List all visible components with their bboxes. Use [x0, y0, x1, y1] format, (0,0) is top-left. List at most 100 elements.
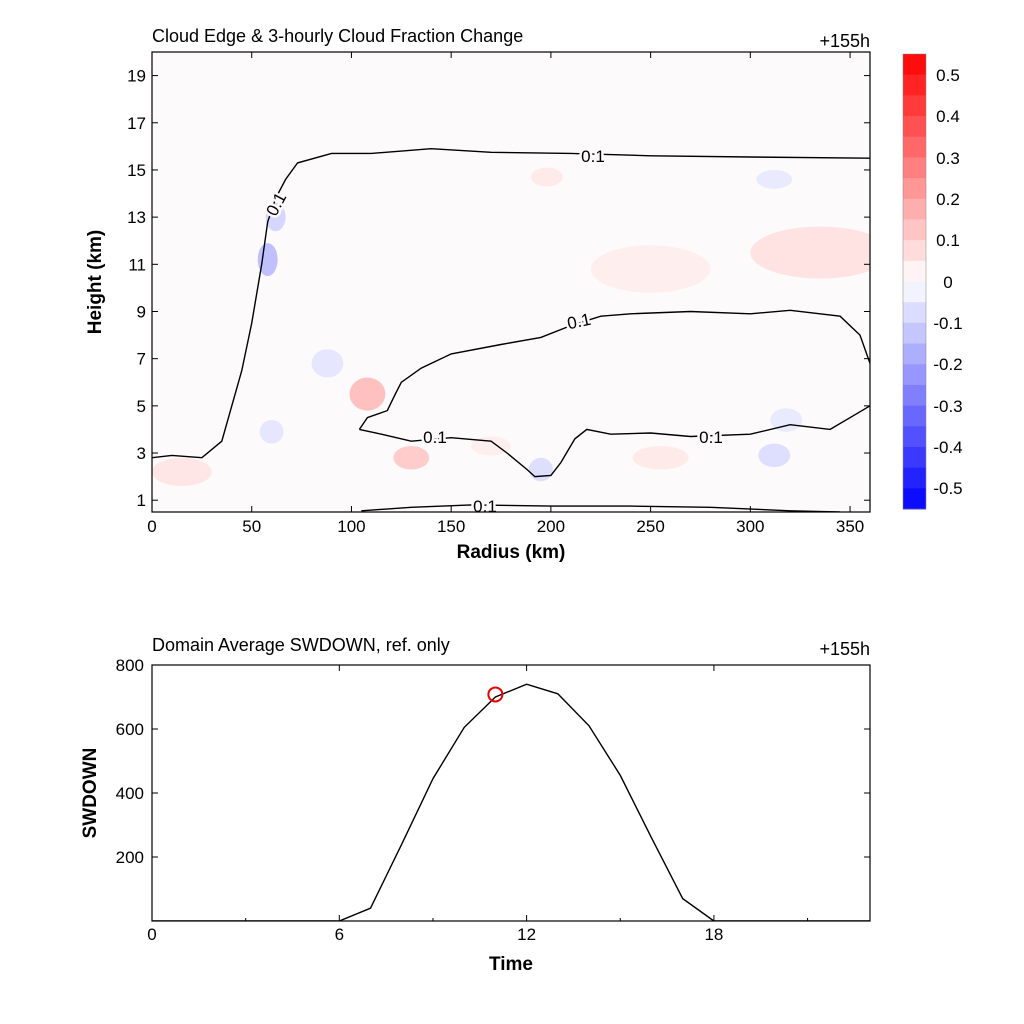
- cloud-change-patch: [311, 349, 344, 378]
- colorbar-segment: [903, 302, 926, 324]
- contour-line: [152, 147, 870, 459]
- bottom-x-axis-label: Time: [489, 954, 533, 975]
- colorbar-segment: [903, 95, 926, 117]
- colorbar-segment: [903, 343, 926, 365]
- cloud-change-patch: [758, 443, 791, 468]
- cloud-change-patch: [471, 436, 511, 456]
- colorbar-segment: [903, 405, 926, 427]
- colorbar-tick-label: 0.1: [936, 231, 960, 250]
- colorbar-tick-label: 0.4: [936, 107, 960, 126]
- x-tick-label: 50: [242, 517, 261, 536]
- y-tick-label: 200: [116, 848, 144, 867]
- cloud-change-patch: [257, 243, 278, 277]
- y-tick-label: 11: [128, 255, 146, 274]
- swdown-series: [152, 683, 870, 921]
- cloud-change-patch: [530, 167, 563, 187]
- cloud-change-patch: [349, 377, 386, 411]
- x-tick-label: 100: [337, 517, 365, 536]
- top-chart: Cloud Edge & 3-hourly Cloud Fraction Cha…: [85, 26, 963, 563]
- contour-label: 0.1: [699, 428, 723, 447]
- cloud-change-patch: [265, 202, 286, 232]
- colorbar-segment: [903, 384, 926, 407]
- cloud-change-patch: [632, 445, 689, 470]
- bottom-y-axis: 200 400 600 800: [116, 656, 870, 867]
- bottom-x-axis: 0 6 12 18: [147, 665, 809, 944]
- colorbar-segment: [903, 116, 926, 138]
- contour-label: 0.1: [581, 147, 605, 166]
- colorbar-segment: [903, 178, 926, 200]
- colorbar-segment: [903, 426, 926, 448]
- colorbar-tick-label: -0.2: [933, 355, 962, 374]
- cloud-fraction-change-field: [152, 167, 870, 487]
- x-tick-label: 18: [704, 925, 723, 944]
- y-tick-label: 17: [127, 114, 146, 133]
- colorbar-segment: [903, 136, 926, 158]
- colorbar-tick-label: 0.5: [936, 66, 960, 85]
- colorbar-tick-label: -0.4: [933, 438, 962, 457]
- colorbar-segment: [903, 467, 926, 489]
- colorbar-segment: [903, 198, 926, 220]
- contour-line: [361, 504, 841, 512]
- bottom-y-axis-label: SWDOWN: [80, 748, 101, 839]
- y-tick-label: 400: [116, 784, 144, 803]
- colorbar-segment: [903, 364, 926, 386]
- top-chart-time-label: +155h: [819, 31, 870, 51]
- contour-line: [359, 405, 870, 478]
- cloud-change-patch: [590, 245, 711, 293]
- x-tick-label: 150: [437, 517, 465, 536]
- cloud-change-patch: [770, 408, 803, 432]
- contour-label: 0.1: [473, 497, 497, 516]
- colorbar-tick-label: -0.5: [933, 479, 962, 498]
- colorbar-segment: [903, 488, 926, 510]
- top-x-axis: 0 50 100 150 200 250 300 350: [147, 52, 864, 536]
- cloud-change-patch: [756, 169, 793, 189]
- cloud-change-patch: [259, 420, 284, 444]
- x-tick-label: 350: [836, 517, 864, 536]
- contour-line: [358, 309, 870, 430]
- current-time-marker: [487, 686, 504, 703]
- cloud-change-patch: [393, 445, 430, 470]
- colorbar-segment: [903, 74, 926, 96]
- bottom-chart: Domain Average SWDOWN, ref. only +155h 0…: [80, 635, 871, 975]
- top-plot-frame: [151, 51, 871, 513]
- colorbar-tick-label: 0.3: [936, 149, 960, 168]
- cloud-edge-contours: [152, 147, 870, 512]
- colorbar: [902, 53, 927, 510]
- colorbar-tick-label: 0: [943, 273, 952, 292]
- x-tick-label: 0: [147, 925, 156, 944]
- top-x-axis-label: Radius (km): [457, 542, 566, 563]
- bottom-chart-title: Domain Average SWDOWN, ref. only: [152, 635, 450, 655]
- colorbar-segment: [903, 219, 926, 241]
- bottom-chart-time-label: +155h: [819, 639, 870, 659]
- x-tick-label: 0: [147, 517, 156, 536]
- y-tick-label: 13: [127, 208, 146, 227]
- x-tick-label: 250: [636, 517, 664, 536]
- colorbar-segment: [903, 54, 926, 76]
- y-tick-label: 5: [137, 397, 146, 416]
- x-tick-label: 6: [335, 925, 344, 944]
- y-tick-label: 9: [137, 302, 146, 321]
- cloud-change-patch: [750, 226, 870, 279]
- cloud-change-patch: [152, 457, 212, 487]
- colorbar-segment: [903, 260, 926, 282]
- top-plot-background: [152, 52, 870, 512]
- colorbar-tick-label: -0.1: [933, 314, 962, 333]
- colorbar-segment: [903, 157, 926, 179]
- colorbar-segment: [903, 446, 926, 469]
- x-tick-label: 300: [736, 517, 764, 536]
- y-tick-label: 3: [137, 444, 146, 463]
- colorbar-segment: [903, 240, 926, 262]
- y-tick-label: 15: [127, 161, 146, 180]
- colorbar-frame: [902, 53, 927, 510]
- y-tick-label: 600: [116, 720, 144, 739]
- colorbar-segment: [903, 281, 926, 303]
- colorbar-segment: [903, 322, 926, 345]
- top-y-axis-label: Height (km): [85, 230, 106, 335]
- y-tick-label: 7: [137, 350, 146, 369]
- bottom-plot-background: [152, 665, 870, 921]
- y-tick-label: 19: [127, 67, 146, 86]
- swdown-line: [152, 683, 870, 921]
- y-tick-label: 800: [116, 656, 144, 675]
